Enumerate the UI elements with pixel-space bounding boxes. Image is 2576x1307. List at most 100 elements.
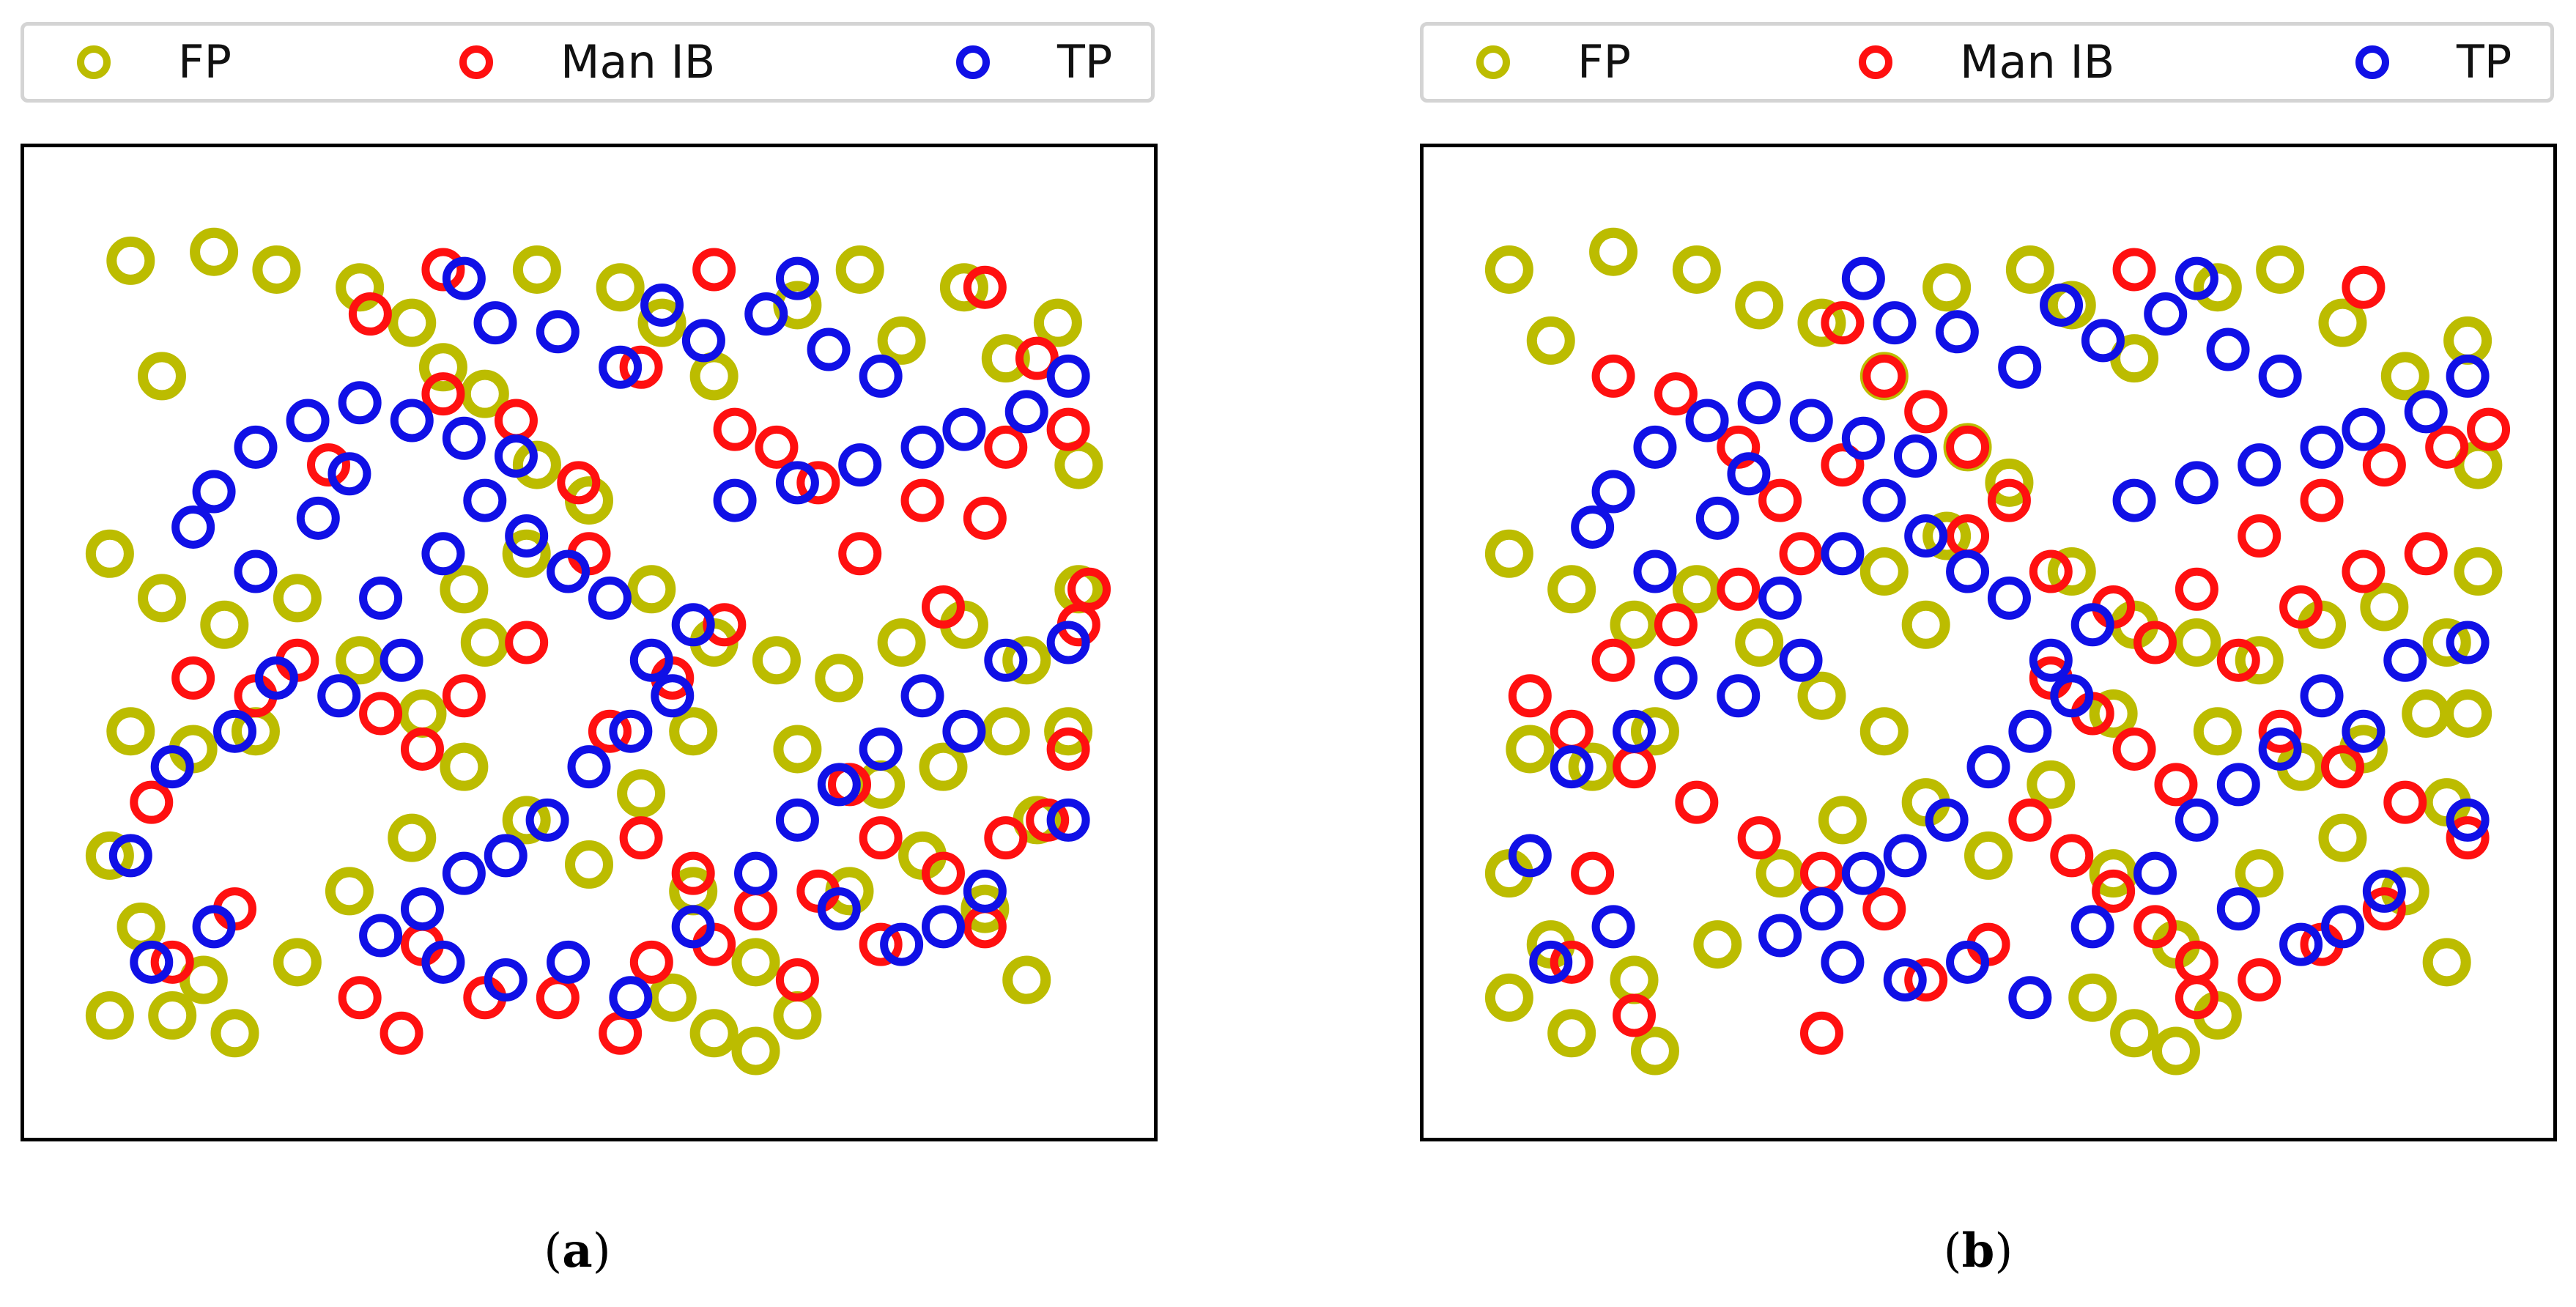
point-man_ib <box>2112 727 2156 771</box>
point-man_ib <box>921 851 965 895</box>
point-fp <box>689 1009 739 1058</box>
point-tp <box>2133 851 2177 895</box>
point-man_ib <box>2238 958 2281 1002</box>
point-fp <box>2318 298 2367 347</box>
point-man_ib <box>984 816 1028 860</box>
point-tp <box>1046 798 1090 842</box>
legend-item-tp: TP <box>2355 26 2512 99</box>
point-tp <box>1046 354 1090 398</box>
point-tp <box>1821 532 1865 576</box>
point-tp <box>807 327 851 371</box>
scatter-plot <box>85 227 1111 1075</box>
point-fp <box>617 769 666 818</box>
point-tp <box>1904 514 1948 558</box>
point-fp <box>2193 263 2242 312</box>
point-man_ib <box>1862 354 1906 398</box>
point-tp <box>713 478 757 522</box>
point-man_ib <box>588 709 632 753</box>
point-tp <box>1717 674 1761 718</box>
point-man_ib <box>1758 478 1802 522</box>
point-tp <box>734 851 778 895</box>
point-fp <box>2027 760 2076 809</box>
point-man_ib <box>775 958 819 1002</box>
point-fp <box>919 742 968 791</box>
point-man_ib <box>2175 976 2218 1020</box>
point-tp <box>651 674 695 718</box>
point-man_ib <box>838 532 882 576</box>
point-fp <box>1755 849 1805 898</box>
point-tp <box>942 407 986 451</box>
point-tp <box>880 922 924 966</box>
point-fp <box>1547 565 1596 614</box>
point-man_ib <box>2342 549 2386 593</box>
point-man_ib <box>338 976 382 1020</box>
point-fp <box>2110 1009 2159 1058</box>
point-fp <box>1484 245 1533 294</box>
point-fp <box>596 263 645 312</box>
legend-label-fp: FP <box>178 35 232 89</box>
point-fp <box>2005 245 2054 294</box>
point-tp <box>525 798 569 842</box>
point-fp <box>877 618 926 667</box>
point-fp <box>1901 600 1950 649</box>
point-tp <box>629 638 673 682</box>
point-man_ib <box>348 292 392 336</box>
point-fp <box>2402 689 2451 738</box>
point-fp <box>1859 547 1909 596</box>
point-man_ib <box>2342 265 2386 309</box>
point-tp <box>900 425 944 469</box>
point-fp <box>137 352 186 401</box>
legend-item-man-ib: Man IB <box>1859 26 2114 99</box>
point-man_ib <box>1821 443 1865 487</box>
legend-marker-man-ib <box>1859 45 1892 79</box>
point-man_ib <box>1046 407 1090 451</box>
point-tp <box>1633 549 1677 593</box>
point-fp <box>2454 547 2503 596</box>
point-fp <box>336 636 385 685</box>
legend: FP Man IB TP <box>1420 22 2554 103</box>
point-tp <box>1841 851 1885 895</box>
point-man_ib <box>619 345 663 389</box>
point-tp <box>1925 798 1969 842</box>
point-man_ib <box>1675 780 1719 824</box>
point-tp <box>1883 958 1927 1002</box>
point-tp <box>2112 478 2156 522</box>
point-fp <box>1985 458 2034 507</box>
point-tp <box>1841 416 1885 460</box>
point-tp <box>2144 292 2188 336</box>
point-fp <box>512 440 561 489</box>
scatter-plot <box>1484 227 2511 1075</box>
point-tp <box>2362 869 2406 913</box>
point-fp <box>1797 298 1846 347</box>
point-fp <box>1859 707 1909 756</box>
point-tp <box>327 452 371 496</box>
point-tp <box>234 549 278 593</box>
point-tp <box>2070 905 2114 949</box>
point-fp <box>512 245 561 294</box>
point-man_ib <box>2112 248 2156 292</box>
point-fp <box>2360 582 2409 632</box>
point-tp <box>744 292 788 336</box>
legend-item-man-ib: Man IB <box>459 26 715 99</box>
point-tp <box>2300 674 2344 718</box>
point-tp <box>1737 381 1781 425</box>
point-fp <box>1797 671 1846 720</box>
point-fp <box>565 840 613 889</box>
point-fp <box>627 565 676 614</box>
point-fp <box>440 565 489 614</box>
series-man_ib <box>1508 248 2511 1055</box>
point-fp <box>1054 440 1103 489</box>
point-fp <box>1630 707 1679 756</box>
point-tp <box>817 887 861 931</box>
point-fp <box>1610 600 1659 649</box>
point-fp <box>2443 689 2492 738</box>
point-fp <box>2235 636 2284 685</box>
point-fp <box>106 707 155 756</box>
point-man_ib <box>1015 336 1059 380</box>
point-man_ib <box>859 922 903 966</box>
point-man_ib <box>400 727 444 771</box>
point-tp <box>1841 256 1885 300</box>
point-tp <box>150 745 194 789</box>
point-fp <box>1922 263 1972 312</box>
point-fp <box>2422 938 2471 987</box>
